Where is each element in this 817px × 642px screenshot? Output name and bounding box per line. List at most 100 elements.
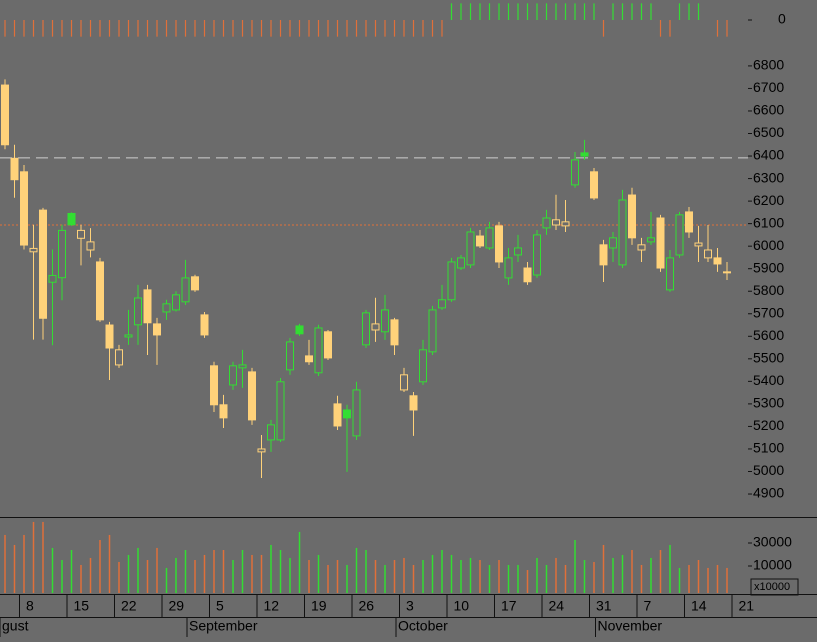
x-tick-label: 29 <box>169 598 185 614</box>
y-tick-label: 30000 <box>753 534 792 550</box>
candle-body <box>39 209 47 319</box>
candle-body <box>1 84 9 146</box>
candle-body <box>352 389 361 437</box>
candle-body <box>305 355 313 363</box>
y-tick-label: 10000 <box>753 557 792 573</box>
candle-body <box>723 271 731 274</box>
x-tick-label: 17 <box>501 598 517 614</box>
candle-body <box>238 364 247 369</box>
candle-body <box>20 171 28 246</box>
y-tick-label: 5700 <box>753 304 784 320</box>
x-tick-label: 31 <box>596 598 612 614</box>
y-tick-label: 5100 <box>753 440 784 456</box>
candle-body <box>210 365 218 406</box>
candle-body <box>96 261 104 321</box>
candle-body <box>124 334 133 338</box>
candle-body <box>362 312 370 346</box>
candle-body <box>419 349 427 383</box>
y-tick-label: 6300 <box>753 169 784 185</box>
candle-body <box>276 381 285 441</box>
candle-body <box>324 331 332 359</box>
candle-body <box>390 319 399 346</box>
x-tick-label: 10 <box>454 598 470 614</box>
candle-body <box>400 374 408 391</box>
candle-body <box>523 267 532 283</box>
candle-body <box>219 404 228 419</box>
y-tick-label: 4900 <box>753 485 784 501</box>
candle-body <box>162 303 171 313</box>
y-tick-label: 6700 <box>753 79 784 95</box>
candle-body <box>286 341 294 371</box>
y-tick-label: 5000 <box>753 462 784 478</box>
candle-body <box>647 237 655 243</box>
candle-body <box>514 247 522 256</box>
candle-body <box>67 212 76 226</box>
candle-body <box>552 219 560 226</box>
candle-body <box>495 225 503 263</box>
candle-body <box>599 244 608 266</box>
candle-body <box>77 229 85 239</box>
candle-body <box>143 289 152 324</box>
candle-body <box>295 325 304 335</box>
candle-body <box>29 247 38 253</box>
candle-body <box>637 244 646 251</box>
x-tick-label: 24 <box>549 598 565 614</box>
candle-body <box>675 214 684 256</box>
y-tick-label: 6400 <box>753 147 784 163</box>
x-tick-label: 14 <box>691 598 707 614</box>
candle-body <box>191 276 199 291</box>
candle-body <box>343 409 351 419</box>
candle-body <box>704 249 712 259</box>
candle-body <box>314 327 323 374</box>
x-tick-label: 15 <box>74 598 90 614</box>
x-tick-label: 7 <box>644 598 652 614</box>
candle-body <box>409 395 418 411</box>
month-label: October <box>398 618 448 634</box>
candle-body <box>609 237 617 249</box>
x-tick-label: 12 <box>264 598 280 614</box>
candle-body <box>533 234 541 276</box>
y-tick-label: 0 <box>778 11 786 27</box>
volume-unit: x10000 <box>754 581 790 593</box>
x-tick-label: 26 <box>359 598 375 614</box>
month-label: November <box>598 618 663 634</box>
candle-body <box>257 448 266 453</box>
candle-body <box>200 314 209 336</box>
candle-body <box>447 261 456 301</box>
candle-body <box>685 211 693 233</box>
candle-body <box>476 235 484 247</box>
x-tick-label: 22 <box>121 598 137 614</box>
y-tick-label: 6200 <box>753 192 784 208</box>
candle-body <box>428 309 437 353</box>
x-tick-label: 21 <box>739 598 755 614</box>
candle-body <box>457 257 465 269</box>
y-tick-label: 5300 <box>753 395 784 411</box>
candle-body <box>590 171 598 199</box>
candle-body <box>58 229 66 279</box>
y-tick-label: 6600 <box>753 102 784 118</box>
candle-body <box>48 274 57 283</box>
y-tick-label: 5500 <box>753 350 784 366</box>
candle-body <box>172 294 180 311</box>
candle-body <box>248 371 256 421</box>
candle-body <box>134 297 142 326</box>
y-tick-label: 5800 <box>753 282 784 298</box>
candle-body <box>580 152 589 157</box>
candle-body <box>561 221 570 227</box>
candle-body <box>618 199 627 266</box>
candle-body <box>371 323 380 331</box>
candle-body <box>438 299 446 309</box>
candle-body <box>504 257 513 279</box>
x-tick-label: 19 <box>311 598 327 614</box>
month-label: gust <box>2 618 29 634</box>
candle-body <box>694 242 703 247</box>
candle-body <box>542 217 551 229</box>
y-tick-label: 5400 <box>753 372 784 388</box>
candle-body <box>466 231 475 266</box>
candle-body <box>333 403 342 427</box>
candle-body <box>713 257 722 265</box>
candle-body <box>628 194 636 239</box>
y-tick-label: 6800 <box>753 57 784 73</box>
y-tick-label: 6000 <box>753 237 784 253</box>
